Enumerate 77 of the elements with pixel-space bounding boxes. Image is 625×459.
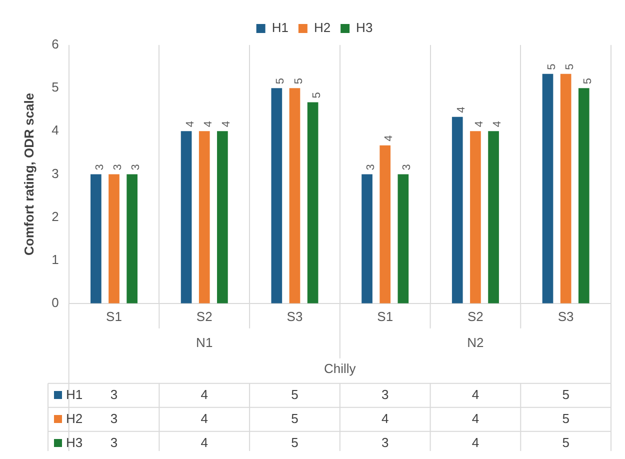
data-label: 3 [110, 386, 118, 402]
text: 4 [383, 135, 396, 142]
text: H1 [66, 386, 83, 402]
y-tick-label: 0 [52, 294, 59, 310]
data-label: 4 [200, 410, 208, 426]
data-label: 3 [381, 386, 389, 402]
bar [578, 88, 590, 304]
x-tick-label: S1 [106, 308, 122, 324]
bar [108, 174, 120, 304]
x-tick-label: S3 [286, 308, 303, 324]
data-label: 5 [291, 386, 298, 402]
bar [180, 131, 192, 304]
legend-label: H3 [356, 20, 373, 36]
data-label: 5 [562, 434, 570, 450]
text: H2 [66, 410, 83, 426]
x-tick-label: S3 [558, 308, 574, 324]
text: 4 [184, 121, 196, 128]
data-label: 4 [381, 410, 389, 426]
bar [398, 174, 409, 304]
data-label: 5 [291, 434, 298, 450]
text: 3 [94, 164, 106, 170]
data-label: 4 [200, 434, 208, 450]
legend-label: H2 [314, 20, 331, 36]
text: 3 [112, 164, 124, 170]
bar [289, 88, 300, 304]
text: 4 [202, 121, 214, 128]
text: 4 [220, 121, 232, 128]
data-label: 4 [472, 434, 480, 450]
data-label: 4 [200, 386, 208, 402]
bar [560, 74, 572, 304]
text: 4 [455, 106, 468, 113]
text: 3 [401, 164, 414, 170]
bar [488, 131, 499, 304]
bar [90, 174, 102, 304]
text: Chilly [324, 360, 356, 376]
data-label: 4 [472, 410, 480, 426]
text: 5 [546, 64, 558, 70]
text: 5 [564, 64, 576, 70]
x-tick-label: S2 [468, 308, 484, 324]
text: 5 [292, 78, 305, 84]
text: 3 [365, 164, 378, 170]
y-tick-label: 3 [52, 166, 59, 181]
bar [217, 131, 228, 304]
text: 4 [473, 121, 486, 128]
bar [452, 116, 463, 304]
y-tick-label: 2 [52, 208, 59, 224]
y-tick-label: 6 [52, 36, 59, 52]
x-tick-label: S1 [377, 308, 394, 324]
text: 5 [274, 78, 287, 84]
data-label: 5 [562, 410, 570, 426]
bar [380, 145, 391, 304]
y-axis-title: Comfort rating, ODR scale [21, 92, 36, 256]
y-tick-label: 5 [52, 80, 59, 95]
y-tick-label: 1 [52, 252, 59, 267]
text: 4 [492, 121, 504, 128]
text: 5 [310, 92, 323, 98]
x-tick-label: S2 [196, 308, 212, 324]
y-tick-label: 4 [52, 122, 59, 138]
legend-label: H1 [272, 20, 288, 36]
bar [307, 102, 318, 304]
text: 3 [130, 164, 142, 170]
text: 5 [582, 78, 594, 84]
bar [271, 88, 282, 304]
data-label: 5 [562, 386, 570, 402]
data-label: 5 [291, 410, 298, 426]
data-label: 3 [381, 434, 389, 450]
bar [542, 74, 554, 304]
data-label: 3 [110, 434, 118, 450]
text: N1 [196, 334, 213, 350]
data-label: 4 [472, 386, 480, 402]
text: H3 [66, 434, 83, 450]
data-label: 3 [110, 410, 118, 426]
bar [126, 174, 138, 304]
bar [362, 174, 372, 304]
text: N2 [467, 334, 484, 350]
bar [470, 131, 481, 304]
bar [198, 131, 210, 304]
